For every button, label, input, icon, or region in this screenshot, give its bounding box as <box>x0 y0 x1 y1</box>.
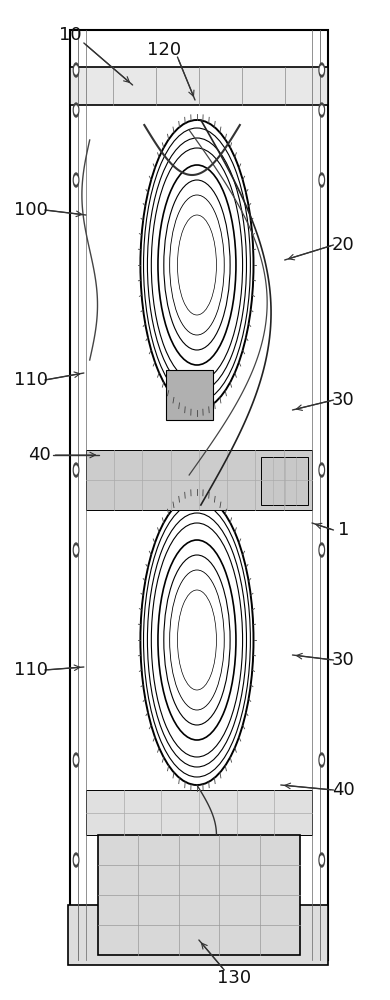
Circle shape <box>320 856 323 864</box>
Text: 40: 40 <box>332 781 355 799</box>
Circle shape <box>319 753 324 767</box>
Circle shape <box>73 463 79 477</box>
Text: 40: 40 <box>28 446 50 464</box>
Text: 20: 20 <box>332 236 355 254</box>
Text: 120: 120 <box>147 41 181 59</box>
Circle shape <box>320 466 323 474</box>
Bar <box>166 370 213 420</box>
Text: 1: 1 <box>337 521 349 539</box>
Circle shape <box>319 103 324 117</box>
Circle shape <box>73 63 79 77</box>
Circle shape <box>320 546 323 554</box>
Circle shape <box>74 856 78 864</box>
Circle shape <box>74 466 78 474</box>
Circle shape <box>73 853 79 867</box>
Circle shape <box>73 543 79 557</box>
Circle shape <box>319 63 324 77</box>
Bar <box>70 67 328 105</box>
Text: 30: 30 <box>332 651 355 669</box>
Text: 110: 110 <box>14 661 48 679</box>
Circle shape <box>74 546 78 554</box>
Bar <box>70 30 328 960</box>
Circle shape <box>320 756 323 764</box>
Text: 100: 100 <box>14 201 48 219</box>
Text: 130: 130 <box>217 969 251 987</box>
Circle shape <box>320 66 323 74</box>
Circle shape <box>320 106 323 114</box>
Circle shape <box>73 103 79 117</box>
Circle shape <box>74 176 78 184</box>
Circle shape <box>319 543 324 557</box>
Circle shape <box>319 173 324 187</box>
Circle shape <box>319 463 324 477</box>
Bar <box>98 835 300 955</box>
Circle shape <box>74 106 78 114</box>
Circle shape <box>73 173 79 187</box>
Text: 110: 110 <box>14 371 48 389</box>
Bar <box>68 905 328 965</box>
Text: 30: 30 <box>332 391 355 409</box>
Bar <box>86 790 312 835</box>
Circle shape <box>74 66 78 74</box>
Bar <box>86 450 312 510</box>
Bar <box>261 457 308 505</box>
Circle shape <box>319 853 324 867</box>
Circle shape <box>73 753 79 767</box>
Text: 10: 10 <box>59 26 82 44</box>
Circle shape <box>320 176 323 184</box>
Circle shape <box>74 756 78 764</box>
